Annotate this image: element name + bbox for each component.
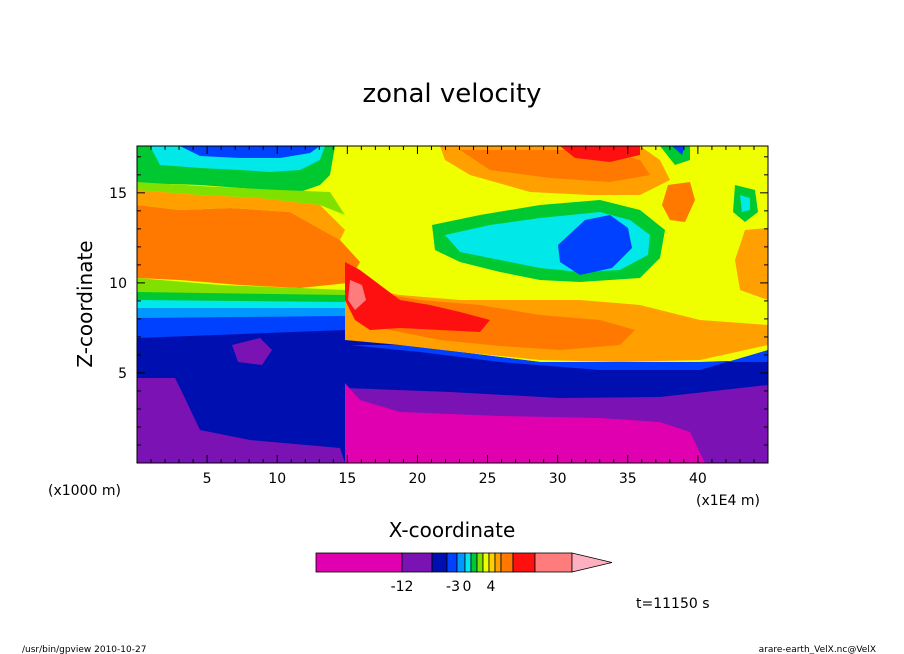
- colorbar-segment: [456, 552, 466, 573]
- x-axis-label: X-coordinate: [389, 518, 516, 542]
- region-left-orange-light: [137, 190, 345, 240]
- x-tick-label: 40: [689, 471, 707, 487]
- y-tick-label: 15: [109, 186, 127, 202]
- region-right-blue: [350, 345, 768, 370]
- region-red-jet: [345, 262, 490, 332]
- colorbar-segment: [315, 552, 403, 573]
- region-pink-core: [348, 280, 366, 310]
- colorbar-segment: [464, 552, 472, 573]
- colorbar-segment: [494, 552, 502, 573]
- region-right-darkblue: [345, 330, 768, 410]
- colorbar-segment: [431, 552, 448, 573]
- region-left-purple-patch: [232, 338, 272, 365]
- plot-frame: [136, 145, 769, 464]
- x-unit-right: (x1E4 m): [696, 493, 760, 509]
- region-left-orange-band: [137, 205, 360, 288]
- y-tick-label: 5: [118, 366, 127, 382]
- region-left-yellow-green: [137, 182, 345, 215]
- colorbar-tick-label: -12: [391, 579, 414, 595]
- colorbar-tick-label: 4: [487, 579, 496, 595]
- region-right-orange-blob: [662, 182, 695, 222]
- time-label: t=11150 s: [636, 596, 710, 612]
- region-top-red: [560, 146, 640, 162]
- x-tick-label: 20: [409, 471, 427, 487]
- y-axis-label: Z-coordinate: [73, 240, 97, 367]
- x-tick-label: 35: [619, 471, 637, 487]
- colorbar-tick-label: 0: [463, 579, 472, 595]
- colorbar-segment: [446, 552, 458, 573]
- y-tick-label: 10: [109, 276, 127, 292]
- region-top-left-blue: [180, 146, 320, 158]
- region-right-edge-orange: [735, 228, 768, 300]
- x-tick-label: 30: [549, 471, 567, 487]
- region-blue-pocket: [558, 215, 632, 275]
- footer-right: arare-earth_VelX.nc@VelX: [759, 645, 876, 654]
- x-axis: 5 10 15 20 25 30 35 40: [150, 146, 755, 487]
- region-left-purple-surface: [137, 378, 345, 463]
- colorbar-segment: [512, 552, 536, 573]
- chart-title: zonal velocity: [362, 79, 541, 109]
- colorbar-segment: [401, 552, 433, 573]
- x-tick-label: 10: [268, 471, 286, 487]
- colorbar-tick-labels: -12 -3 0 4: [391, 579, 496, 595]
- colorbar-segment: [500, 552, 514, 573]
- footer-left: /usr/bin/gpview 2010-10-27: [22, 645, 146, 654]
- contour-field: [137, 146, 768, 463]
- region-top-right-blue: [672, 146, 685, 155]
- region-right-magenta: [345, 383, 705, 463]
- colorbar-tick-label: -3: [446, 579, 460, 595]
- x-unit-left: (x1000 m): [48, 483, 121, 499]
- region-right-cyan-blob: [740, 195, 750, 212]
- y-axis: 5 10 15: [109, 156, 768, 446]
- colorbar: [315, 552, 613, 573]
- colorbar-segment: [534, 552, 573, 573]
- colorbar-segment: [488, 552, 496, 573]
- x-tick-label: 25: [479, 471, 497, 487]
- colorbar-extension-arrow: [571, 552, 613, 573]
- colorbar-segment: [476, 552, 484, 573]
- colorbar-segment: [482, 552, 490, 573]
- x-tick-label: 5: [203, 471, 212, 487]
- x-tick-label: 15: [338, 471, 356, 487]
- colorbar-segment: [470, 552, 478, 573]
